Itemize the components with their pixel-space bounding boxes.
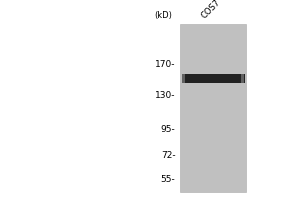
Text: COS7: COS7 (199, 0, 222, 20)
Bar (180, 24, 246, 192)
Text: 55-: 55- (161, 175, 176, 184)
Text: (kD): (kD) (154, 11, 172, 20)
Text: 170-: 170- (155, 60, 175, 69)
Bar (182, 74, 184, 83)
Text: 130-: 130- (155, 91, 175, 100)
Bar (242, 74, 244, 83)
Bar (182, 74, 244, 83)
Text: 72-: 72- (161, 151, 176, 160)
Text: 95-: 95- (161, 124, 176, 134)
